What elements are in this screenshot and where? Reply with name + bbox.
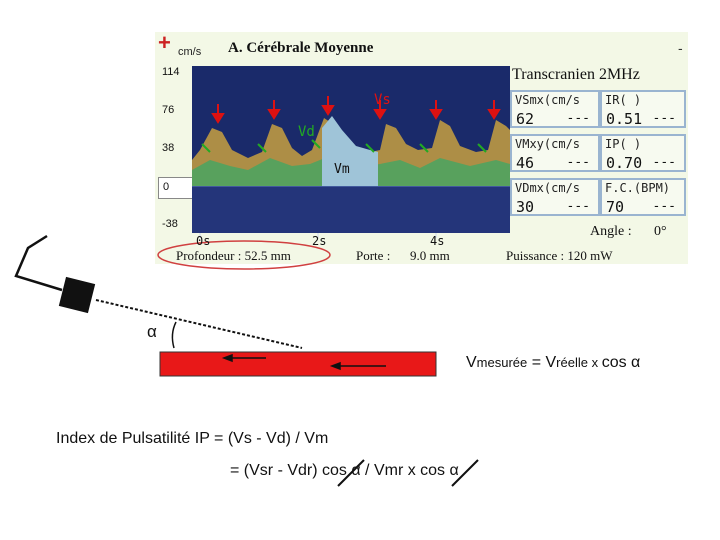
measurement-vmxy[interactable]: VMxy(cm/s 46 --- [510,134,600,172]
cancel-mark [451,459,479,487]
diastolic-markers [201,139,487,153]
time-label: 0s [196,234,211,248]
velocity-unit: cm/s [178,46,202,58]
measurement-vsmx[interactable]: VSmx(cm/s 62 --- [510,90,600,128]
power-readout: Puissance : 120 mW [506,248,613,263]
angle-arc [171,321,177,349]
below-baseline-area [192,186,510,233]
pulsatility-index-derivation: = (Vsr - Vdr) cos α / Vmr x cos α [230,462,459,479]
formula-measured: mesurée [476,355,528,370]
scale-label: 114 [162,66,180,78]
measurement-value: 0.51 [606,110,643,128]
formula-times: x [587,355,602,370]
measurement-extra: --- [652,155,676,170]
ultrasound-beam [95,299,303,349]
vm-label: Vm [334,162,350,177]
measurement-vdmx[interactable]: VDmx(cm/s 30 --- [510,178,600,216]
cancel-mark [337,459,365,487]
vs-label: Vs [374,92,391,108]
measurement-ip[interactable]: IP( ) 0.70 --- [600,134,686,172]
measurement-ir[interactable]: IR( ) 0.51 --- [600,90,686,128]
measurement-extra: --- [566,111,590,126]
scale-label: 38 [162,142,175,154]
pulsatility-index-definition: Index de Pulsatilité IP = (Vs - Vd) / Vm [56,430,329,447]
measurement-extra: --- [652,111,676,126]
time-ticks [199,233,437,238]
scale-label: 76 [162,104,175,116]
depth-readout: Profondeur : 52.5 mm [176,248,291,263]
formula-v: V [466,354,477,371]
vm-cycle-fill [322,116,378,186]
measurement-label: VMxy(cm/s [515,137,581,151]
measurement-label: F.C.(BPM) [605,181,671,195]
velocity-formula: Vmesurée = Vréelle x cos α [466,354,640,372]
systolic-markers [211,96,501,124]
measurement-extra: --- [566,199,590,214]
measurement-value: 30 [516,198,535,216]
vd-label: Vd [298,124,315,140]
measurement-value: 46 [516,154,535,172]
formula-v2: V [545,354,557,371]
angle-alpha: α [147,322,157,341]
angle-value: 0° [654,224,667,239]
plus-icon: + [158,30,171,55]
vessel-title: A. Cérébrale Moyenne [228,40,374,56]
probe-cable [14,234,63,292]
depth-highlight-ellipse [157,240,331,270]
formula-equals: = [527,354,546,371]
angle-label: Angle : [590,224,632,239]
measurement-label: VSmx(cm/s [515,93,581,107]
vessel [159,351,437,377]
measurement-label: IR( ) [605,93,642,107]
measurement-value: 0.70 [606,154,643,172]
gate-value: 9.0 mm [410,248,450,263]
formula-alpha: α [626,354,641,371]
time-label: 4s [430,234,445,248]
probe-title: Transcranien 2MHz [512,66,640,83]
time-label: 2s [312,234,327,248]
flow-arrows [221,353,386,371]
scale-label: 0 [163,181,170,193]
measurement-extra: --- [566,155,590,170]
baseline-box[interactable]: 0 [158,177,194,199]
menu-dash: - [678,40,683,56]
formula-cos: cos [601,354,627,371]
scale-label: -38 [162,218,178,230]
measurement-value: 62 [516,110,535,128]
measurement-label: IP( ) [605,137,642,151]
probe-icon [58,276,96,314]
gate-label: Porte : [356,248,391,263]
measurement-value: 70 [606,198,625,216]
measurement-label: VDmx(cm/s [515,181,581,195]
formula-real: réelle [556,355,588,370]
measurement-fc[interactable]: F.C.(BPM) 70 --- [600,178,686,216]
measurement-extra: --- [652,199,676,214]
